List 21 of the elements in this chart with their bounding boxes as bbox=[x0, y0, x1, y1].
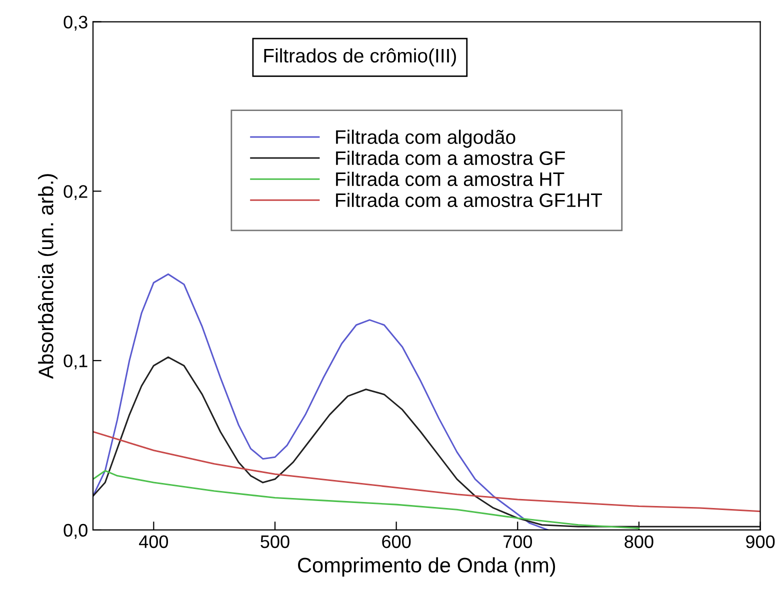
line-series bbox=[93, 430, 760, 512]
line-series bbox=[93, 470, 640, 530]
y-tick-label: 0,1 bbox=[64, 354, 88, 370]
x-tick-label: 500 bbox=[260, 535, 290, 548]
x-tick-label: 800 bbox=[624, 535, 654, 548]
text: Filtrados de crômio(III) bbox=[264, 48, 456, 66]
x-tick-label: 900 bbox=[746, 535, 775, 548]
x-tick-label: 700 bbox=[503, 535, 532, 548]
legend-label: Filtrada com a amostra HT bbox=[336, 172, 564, 186]
line-series bbox=[93, 356, 760, 528]
y-tick-label: 0,0 bbox=[64, 524, 88, 539]
legend-label: Filtrada com algodão bbox=[336, 130, 516, 148]
y-axis-title: Absorbância (un. arb.) bbox=[38, 174, 58, 379]
x-tick-label: 400 bbox=[139, 535, 168, 548]
x-tick-label: 600 bbox=[382, 535, 411, 548]
x-axis-title: Comprimento de Onda (nm) bbox=[298, 557, 556, 577]
y-tick-label: 0,3 bbox=[64, 16, 88, 31]
legend-label: Filtrada com a amostra GF bbox=[336, 150, 565, 166]
line-series bbox=[93, 273, 549, 530]
y-tick-label: 0,2 bbox=[64, 185, 88, 200]
legend-label: Filtrada com a amostra GF1HT bbox=[336, 192, 602, 208]
